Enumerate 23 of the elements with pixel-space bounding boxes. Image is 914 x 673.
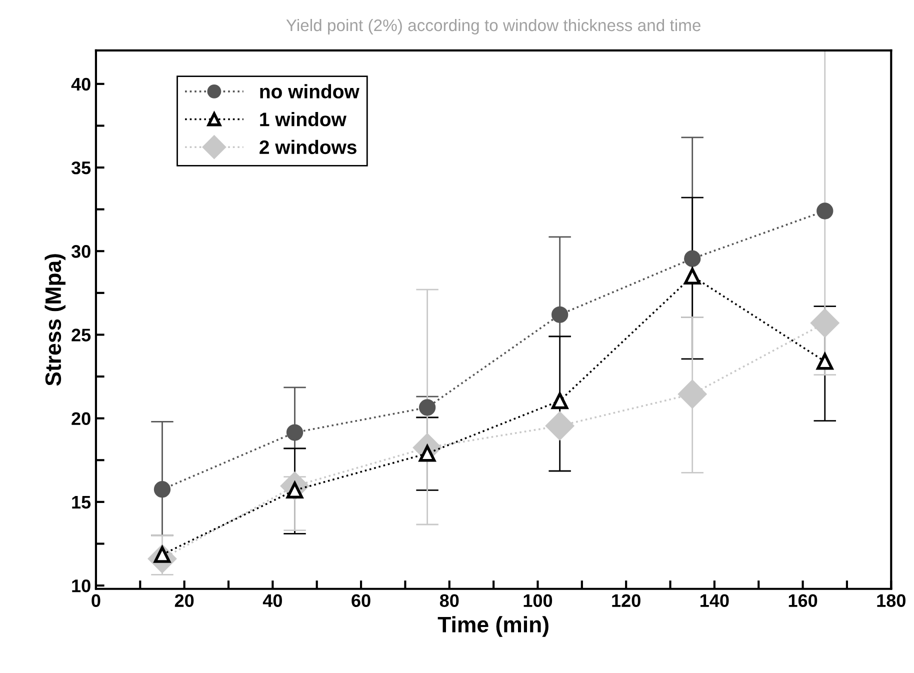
chart-title: Yield point (2%) according to window thickness and time: [286, 18, 700, 34]
x-tick-label: 80: [440, 594, 459, 607]
x-tick-label: 20: [174, 594, 194, 607]
y-tick-label: 20: [72, 412, 90, 426]
x-tick-label: 140: [700, 594, 729, 607]
x-tick-label: 180: [877, 594, 906, 607]
x-tick-label: 160: [788, 594, 818, 607]
x-tick-label: 0: [92, 594, 100, 607]
x-tick-label: 120: [612, 594, 640, 607]
x-tick-label: 60: [352, 594, 370, 607]
legend-label: no window: [260, 84, 360, 98]
legend-label: 2 windows: [260, 140, 356, 154]
y-tick-label: 40: [71, 78, 90, 91]
legend-label: 1 window: [260, 112, 346, 126]
y-tick-label: 35: [71, 161, 91, 174]
x-tick-label: 40: [262, 594, 282, 607]
y-tick-label: 30: [71, 245, 90, 258]
y-tick-label: 25: [72, 328, 91, 342]
y-tick-label: 10: [72, 579, 90, 592]
x-tick-label: 100: [524, 594, 552, 607]
y-axis-title: Stress (Mpa): [44, 254, 66, 386]
y-tick-label: 15: [72, 496, 91, 509]
x-axis-title: Time (min): [438, 616, 548, 637]
